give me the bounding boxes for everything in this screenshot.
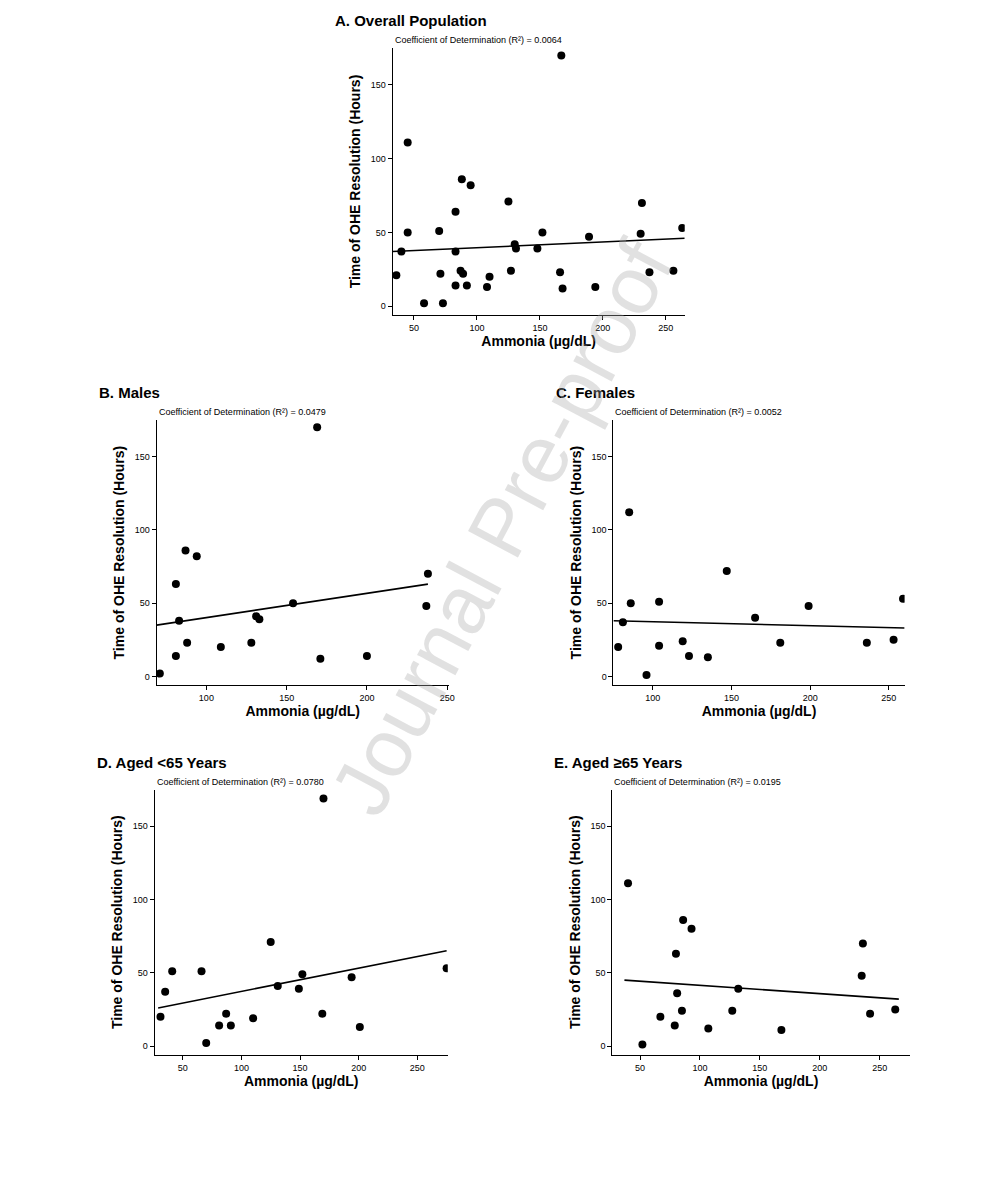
- svg-text:50: 50: [140, 598, 150, 608]
- svg-text:150: 150: [532, 323, 547, 333]
- svg-text:Ammonia (µg/dL): Ammonia (µg/dL): [244, 1073, 359, 1089]
- svg-text:Ammonia (µg/dL): Ammonia (µg/dL): [702, 703, 817, 719]
- svg-text:150: 150: [279, 693, 294, 703]
- svg-text:250: 250: [658, 323, 673, 333]
- svg-text:100: 100: [592, 525, 607, 535]
- svg-text:150: 150: [293, 1063, 308, 1073]
- svg-text:0: 0: [381, 301, 386, 311]
- svg-text:100: 100: [234, 1063, 249, 1073]
- svg-text:200: 200: [359, 693, 374, 703]
- svg-text:100: 100: [133, 895, 148, 905]
- svg-text:Time of OHE Resolution (Hours): Time of OHE Resolution (Hours): [347, 75, 363, 289]
- svg-text:150: 150: [371, 80, 386, 90]
- svg-text:100: 100: [692, 1063, 707, 1073]
- svg-text:150: 150: [752, 1063, 767, 1073]
- svg-text:Ammonia (µg/dL): Ammonia (µg/dL): [245, 703, 360, 719]
- svg-text:150: 150: [592, 452, 607, 462]
- svg-text:100: 100: [135, 525, 150, 535]
- svg-text:50: 50: [635, 1063, 645, 1073]
- svg-text:50: 50: [178, 1063, 188, 1073]
- svg-text:150: 150: [135, 452, 150, 462]
- svg-text:D. Aged <65 Years: D. Aged <65 Years: [97, 754, 227, 771]
- svg-text:50: 50: [409, 323, 419, 333]
- svg-text:A. Overall Population: A. Overall Population: [335, 12, 487, 29]
- svg-text:0: 0: [602, 672, 607, 682]
- svg-text:250: 250: [410, 1063, 425, 1073]
- svg-text:150: 150: [591, 821, 606, 831]
- svg-text:E. Aged ≥65 Years: E. Aged ≥65 Years: [554, 754, 682, 771]
- svg-text:Coefficient of Determination (: Coefficient of Determination (R²) = 0.04…: [159, 407, 326, 417]
- svg-text:50: 50: [138, 968, 148, 978]
- svg-text:0: 0: [601, 1041, 606, 1051]
- svg-text:200: 200: [812, 1063, 827, 1073]
- svg-text:Time of OHE Resolution (Hours): Time of OHE Resolution (Hours): [111, 446, 127, 660]
- svg-text:C. Females: C. Females: [556, 384, 635, 401]
- svg-text:Coefficient of Determination (: Coefficient of Determination (R²) = 0.01…: [614, 777, 781, 787]
- svg-text:0: 0: [143, 1041, 148, 1051]
- svg-text:200: 200: [351, 1063, 366, 1073]
- svg-text:200: 200: [803, 693, 818, 703]
- svg-text:B. Males: B. Males: [99, 384, 160, 401]
- svg-text:Ammonia (µg/dL): Ammonia (µg/dL): [481, 333, 596, 349]
- svg-text:100: 100: [591, 895, 606, 905]
- svg-text:250: 250: [872, 1063, 887, 1073]
- svg-text:0: 0: [145, 672, 150, 682]
- svg-text:Time of OHE Resolution (Hours): Time of OHE Resolution (Hours): [567, 815, 583, 1029]
- svg-text:100: 100: [469, 323, 484, 333]
- svg-text:Coefficient of Determination (: Coefficient of Determination (R²) = 0.00…: [615, 407, 782, 417]
- svg-text:Ammonia (µg/dL): Ammonia (µg/dL): [704, 1073, 819, 1089]
- svg-text:Journal Pre-proof: Journal Pre-proof: [313, 227, 691, 829]
- svg-text:200: 200: [595, 323, 610, 333]
- svg-text:50: 50: [376, 228, 386, 238]
- svg-text:50: 50: [597, 598, 607, 608]
- svg-text:100: 100: [371, 154, 386, 164]
- svg-text:150: 150: [133, 821, 148, 831]
- svg-text:100: 100: [199, 693, 214, 703]
- svg-text:Time of OHE Resolution (Hours): Time of OHE Resolution (Hours): [568, 446, 584, 660]
- svg-text:50: 50: [596, 968, 606, 978]
- svg-text:150: 150: [724, 693, 739, 703]
- svg-text:100: 100: [645, 693, 660, 703]
- svg-text:Time of OHE Resolution (Hours): Time of OHE Resolution (Hours): [109, 815, 125, 1029]
- svg-text:250: 250: [881, 693, 896, 703]
- svg-text:Coefficient of Determination (: Coefficient of Determination (R²) = 0.00…: [395, 35, 562, 45]
- svg-text:Coefficient of Determination (: Coefficient of Determination (R²) = 0.07…: [157, 777, 324, 787]
- svg-text:250: 250: [440, 693, 455, 703]
